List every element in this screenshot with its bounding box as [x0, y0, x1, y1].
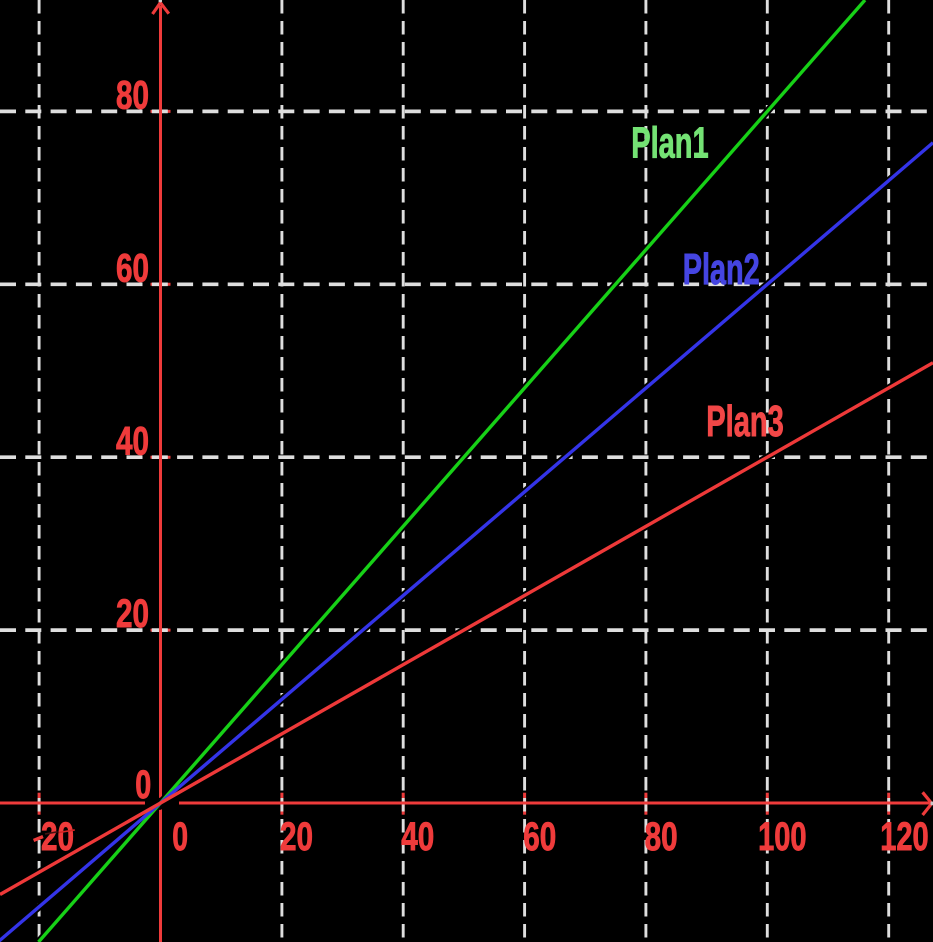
svg-text:80: 80 — [116, 74, 149, 118]
svg-text:100: 100 — [758, 815, 807, 859]
svg-text:20: 20 — [280, 815, 313, 859]
svg-text:0: 0 — [172, 815, 188, 859]
svg-text:40: 40 — [401, 815, 434, 859]
svg-text:80: 80 — [645, 815, 678, 859]
svg-text:60: 60 — [116, 246, 149, 290]
svg-text:120: 120 — [880, 815, 929, 859]
svg-text:Plan2: Plan2 — [683, 246, 760, 294]
svg-text:Plan1: Plan1 — [631, 120, 709, 168]
svg-text:0: 0 — [135, 763, 151, 807]
svg-text:40: 40 — [116, 419, 149, 463]
svg-text:60: 60 — [523, 815, 556, 859]
svg-text:Plan3: Plan3 — [706, 398, 784, 446]
svg-text:20: 20 — [116, 592, 149, 636]
